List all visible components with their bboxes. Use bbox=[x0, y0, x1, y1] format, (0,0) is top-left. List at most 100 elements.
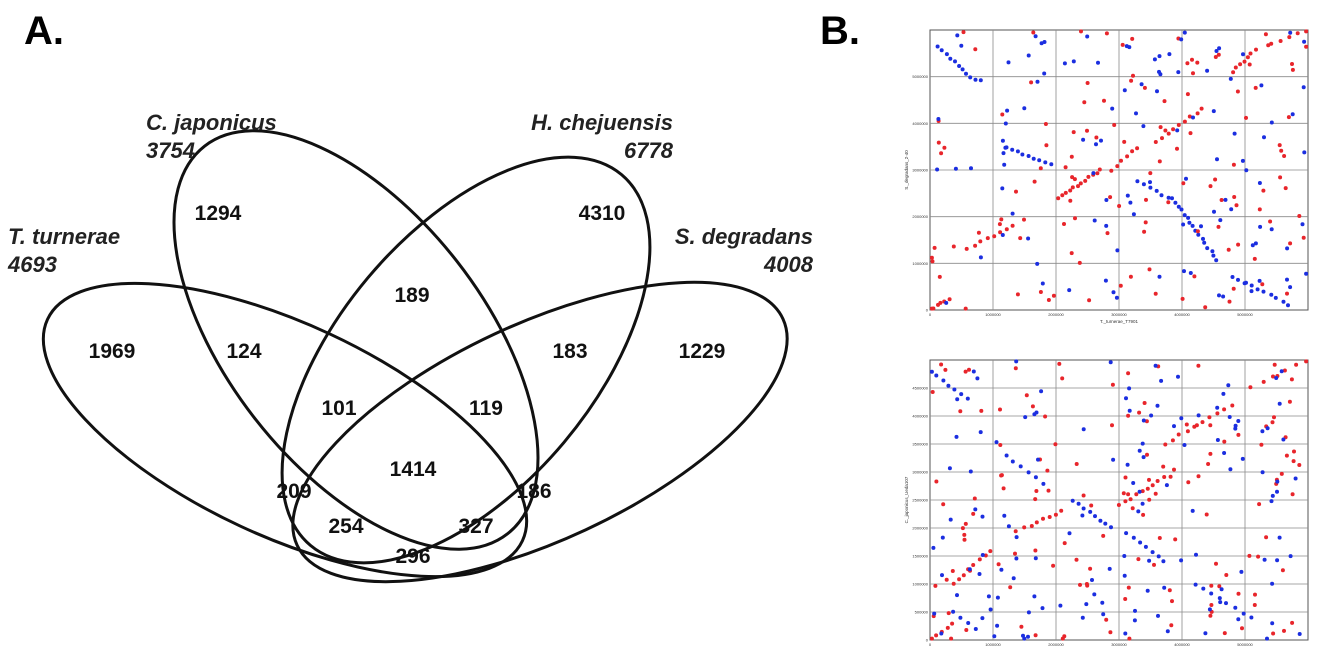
panel-a-letter: A. bbox=[24, 9, 64, 53]
dot-point bbox=[1085, 34, 1090, 39]
dot-point bbox=[1115, 164, 1120, 169]
dot-point bbox=[1044, 143, 1049, 148]
dot-point bbox=[1125, 193, 1130, 198]
dot-point bbox=[944, 577, 949, 582]
dot-point bbox=[1270, 581, 1275, 586]
dot-point bbox=[976, 230, 981, 235]
dot-point bbox=[1215, 411, 1220, 416]
dot-point bbox=[1062, 541, 1067, 546]
dot-point bbox=[1137, 448, 1142, 453]
dot-point bbox=[1127, 45, 1132, 50]
dot-point bbox=[1126, 413, 1131, 418]
x-tick-label: 0 bbox=[929, 642, 932, 647]
dot-point bbox=[947, 466, 952, 471]
dot-point bbox=[1108, 630, 1113, 635]
panel-b-letter: B. bbox=[820, 9, 860, 53]
y-tick-label: 5000000 bbox=[912, 74, 928, 79]
dot-point bbox=[1084, 602, 1089, 607]
dot-point bbox=[1227, 299, 1232, 304]
dot-point bbox=[1176, 374, 1180, 379]
dot-point bbox=[1190, 223, 1195, 228]
dot-point bbox=[1155, 403, 1160, 408]
dot-point bbox=[941, 502, 946, 507]
dot-point bbox=[1043, 122, 1048, 126]
x-tick-label: 5000000 bbox=[1237, 312, 1253, 317]
dotplot-bottom: 0 1000000 2000000 3000000 4000000 5000000 0 50… bbox=[904, 359, 1309, 647]
dot-point bbox=[1070, 175, 1075, 180]
dot-point bbox=[1144, 419, 1149, 424]
dot-point bbox=[1210, 249, 1215, 254]
dot-point bbox=[1135, 146, 1140, 151]
dot-point bbox=[1249, 283, 1254, 288]
region-count: 189 bbox=[394, 284, 429, 307]
dot-point bbox=[1085, 81, 1090, 85]
dot-point bbox=[1022, 106, 1027, 111]
dot-point bbox=[1136, 557, 1141, 562]
dot-point bbox=[962, 537, 967, 542]
dot-point bbox=[1074, 462, 1079, 466]
region-count: 101 bbox=[321, 397, 356, 420]
dot-point bbox=[951, 581, 956, 586]
dot-point bbox=[1182, 30, 1187, 35]
dot-point bbox=[1265, 636, 1269, 641]
dot-point bbox=[952, 387, 957, 392]
dot-point bbox=[1167, 52, 1172, 57]
dot-point bbox=[1051, 293, 1056, 298]
dot-point bbox=[1110, 423, 1114, 428]
dot-point bbox=[1153, 291, 1158, 296]
dot-point bbox=[1271, 631, 1276, 636]
dot-point bbox=[1213, 55, 1218, 59]
dot-point bbox=[1076, 184, 1080, 189]
dotplot-y-ticks: 0 1000000 2000000 3000000 4000000 5000000 bbox=[912, 74, 928, 312]
region-count: 1969 bbox=[89, 340, 136, 363]
dot-point bbox=[1155, 479, 1160, 483]
dot-point bbox=[965, 396, 970, 401]
dot-point bbox=[1196, 363, 1201, 368]
dot-point bbox=[1191, 71, 1195, 76]
dot-point bbox=[930, 390, 935, 394]
dot-point bbox=[1058, 603, 1063, 608]
dot-point bbox=[1224, 601, 1228, 606]
species-total-t-turnerae: 4693 bbox=[7, 252, 57, 277]
dot-point bbox=[1092, 592, 1097, 597]
dot-point bbox=[1207, 607, 1212, 612]
dot-point bbox=[1111, 457, 1116, 462]
dot-point bbox=[1249, 289, 1254, 294]
x-tick-label: 4000000 bbox=[1174, 312, 1190, 317]
dot-point bbox=[1131, 73, 1135, 78]
dot-point bbox=[1014, 359, 1019, 364]
dot-point bbox=[1141, 455, 1146, 460]
dot-point bbox=[1150, 550, 1155, 555]
dot-point bbox=[1110, 106, 1115, 111]
dot-point bbox=[1010, 459, 1015, 464]
dot-point bbox=[1182, 443, 1187, 447]
region-count: 1414 bbox=[390, 458, 437, 481]
dot-point bbox=[1175, 128, 1180, 133]
dot-point bbox=[1208, 423, 1213, 428]
dot-point bbox=[1051, 563, 1056, 568]
y-tick-label: 1000000 bbox=[912, 261, 928, 266]
dot-point bbox=[1092, 218, 1097, 223]
dot-point bbox=[1261, 289, 1266, 294]
dot-point bbox=[1277, 143, 1282, 148]
dot-point bbox=[1085, 128, 1089, 133]
dot-point bbox=[1026, 154, 1031, 158]
dot-point bbox=[1056, 196, 1061, 201]
dot-point bbox=[1226, 383, 1231, 388]
dot-point bbox=[1193, 582, 1198, 587]
dot-point bbox=[1088, 509, 1093, 514]
dot-point bbox=[960, 526, 965, 531]
dot-point bbox=[1156, 554, 1161, 559]
dot-point bbox=[1062, 222, 1066, 226]
dot-point bbox=[1150, 483, 1155, 488]
dot-point bbox=[934, 373, 939, 378]
dot-point bbox=[1201, 236, 1205, 241]
dot-point bbox=[944, 300, 949, 305]
dot-point bbox=[1205, 246, 1210, 251]
dot-point bbox=[1181, 181, 1186, 186]
dot-point bbox=[1280, 568, 1285, 573]
dot-point bbox=[950, 569, 955, 573]
dot-point bbox=[1275, 558, 1280, 563]
dot-point bbox=[1190, 508, 1195, 513]
dot-point bbox=[1164, 483, 1169, 488]
